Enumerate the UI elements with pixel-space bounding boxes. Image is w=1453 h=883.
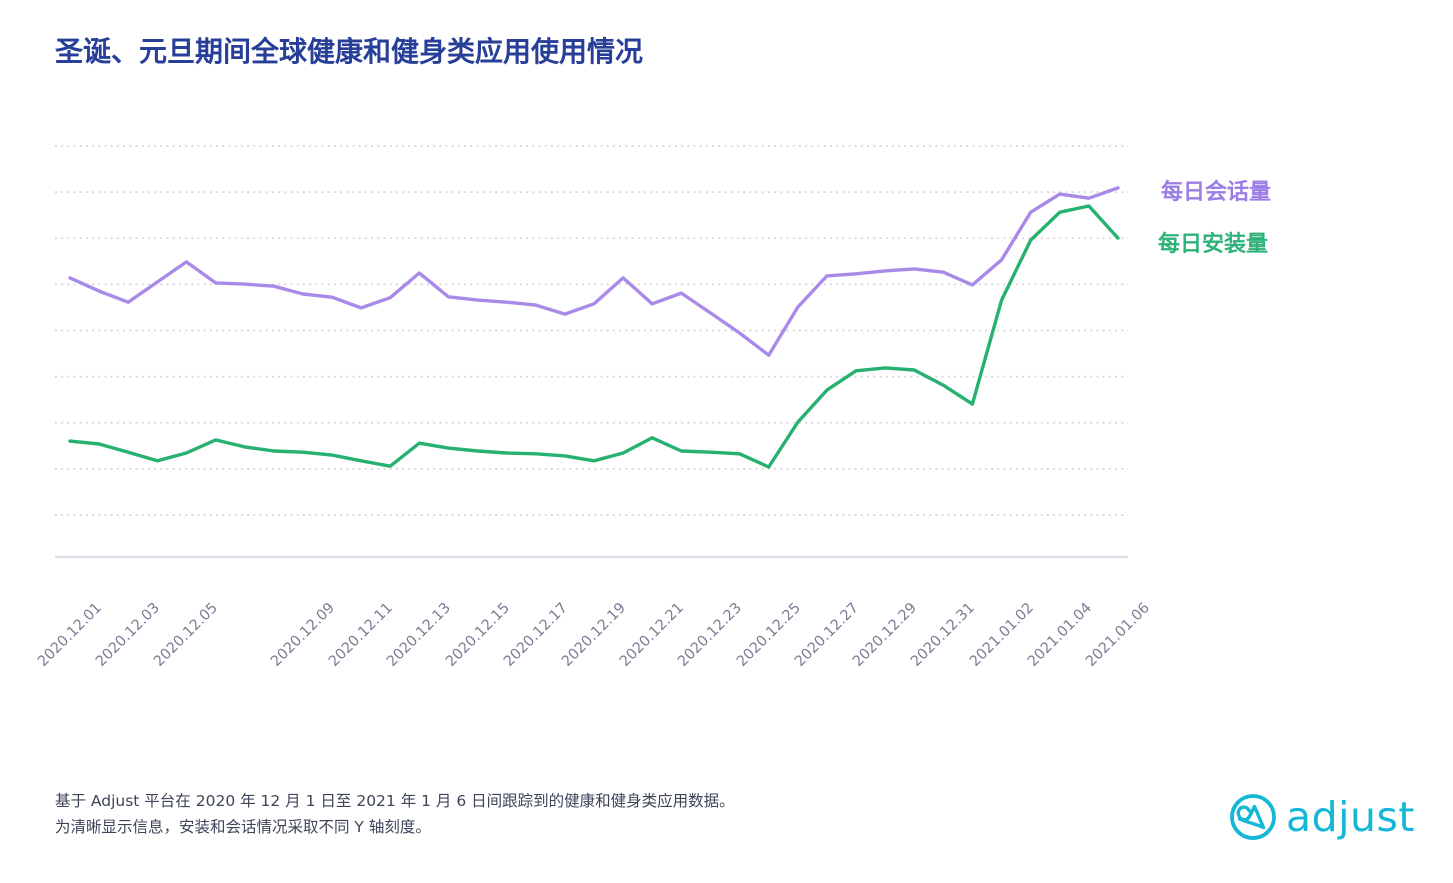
- installs-line: [68, 204, 1120, 469]
- adjust-logomark-icon: [1230, 794, 1276, 840]
- footnote-line-1: 基于 Adjust 平台在 2020 年 12 月 1 日至 2021 年 1 …: [55, 792, 735, 810]
- sessions-line: [68, 186, 1120, 357]
- adjust-logo-text: adjust: [1286, 792, 1415, 841]
- legend-sessions-label: 每日会话量: [1161, 180, 1272, 205]
- adjust-logo: adjust: [1227, 791, 1415, 843]
- page-title: 圣诞、元旦期间全球健康和健身类应用使用情况: [55, 35, 644, 68]
- footnote: 基于 Adjust 平台在 2020 年 12 月 1 日至 2021 年 1 …: [55, 788, 735, 840]
- chart-canvas: [55, 145, 1128, 559]
- legend-installs-label: 每日安装量: [1158, 232, 1269, 257]
- footnote-line-2: 为清晰显示信息，安装和会话情况采取不同 Y 轴刻度。: [55, 818, 431, 836]
